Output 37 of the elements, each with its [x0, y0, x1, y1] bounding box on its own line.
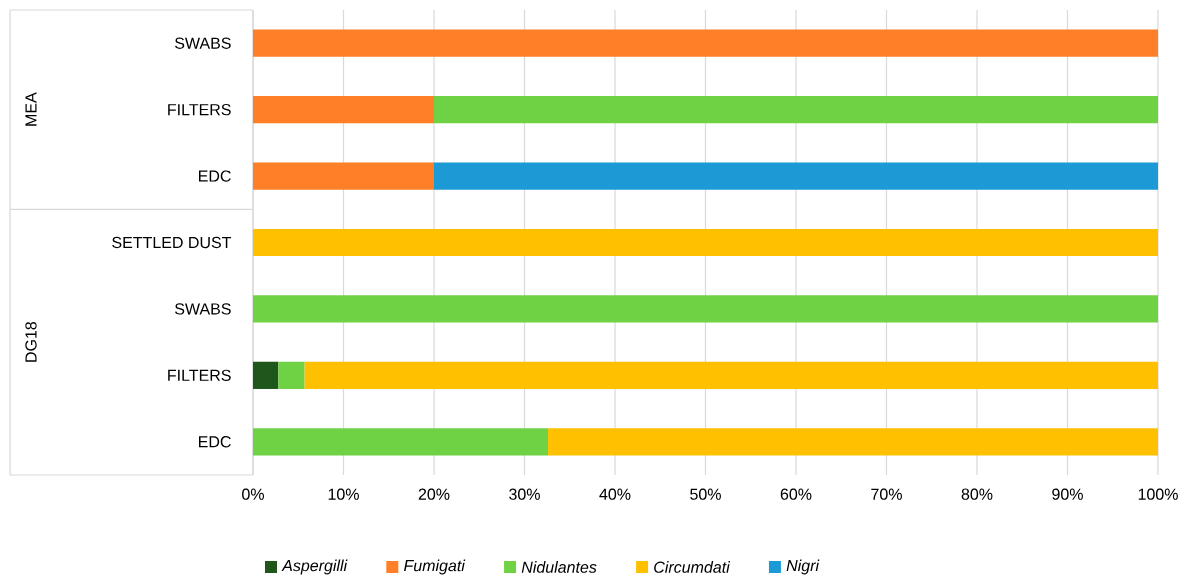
- x-tick-label: 80%: [961, 488, 993, 500]
- bar: [253, 228, 1158, 257]
- legend-label: Nidulantes: [521, 561, 597, 573]
- bar: [548, 428, 1158, 456]
- text: MEA: [25, 92, 37, 126]
- legend-label: Nigri: [786, 559, 820, 575]
- bar: [434, 162, 1158, 190]
- bar: [253, 361, 279, 389]
- x-tick-label: 100%: [1138, 488, 1178, 500]
- legend-label: Fumigati: [404, 559, 466, 575]
- y-tick-label: SETTLED DUST: [112, 236, 232, 249]
- y-tick-label: EDC: [199, 436, 231, 448]
- y-tick-label: SWABS: [175, 37, 231, 49]
- x-tick-label: 0%: [242, 488, 264, 500]
- legend-label: Circumdati: [654, 561, 731, 573]
- y-tick-label: SWABS: [175, 303, 231, 315]
- bar: [253, 428, 549, 456]
- x-tick-label: 20%: [418, 488, 450, 500]
- x-tick-label: 40%: [599, 488, 631, 500]
- bar: [253, 162, 435, 190]
- x-tick-label: 10%: [328, 488, 359, 500]
- text: DG18: [25, 321, 37, 362]
- y-tick-label: FILTERS: [168, 103, 231, 116]
- x-tick-label: 70%: [871, 488, 902, 500]
- legend-label: Aspergilli: [281, 559, 348, 575]
- x-tick-label: 50%: [690, 488, 721, 500]
- x-tick-label: 60%: [780, 488, 812, 500]
- bar: [253, 29, 1158, 57]
- x-tick-label: 90%: [1052, 488, 1083, 500]
- bar: [253, 295, 1158, 323]
- bar: [434, 96, 1158, 124]
- y-tick-label: FILTERS: [168, 369, 231, 382]
- bar: [278, 361, 305, 389]
- bar: [304, 361, 1158, 389]
- y-tick-label: EDC: [199, 170, 231, 182]
- x-tick-label: 30%: [509, 488, 540, 500]
- bar: [253, 96, 435, 124]
